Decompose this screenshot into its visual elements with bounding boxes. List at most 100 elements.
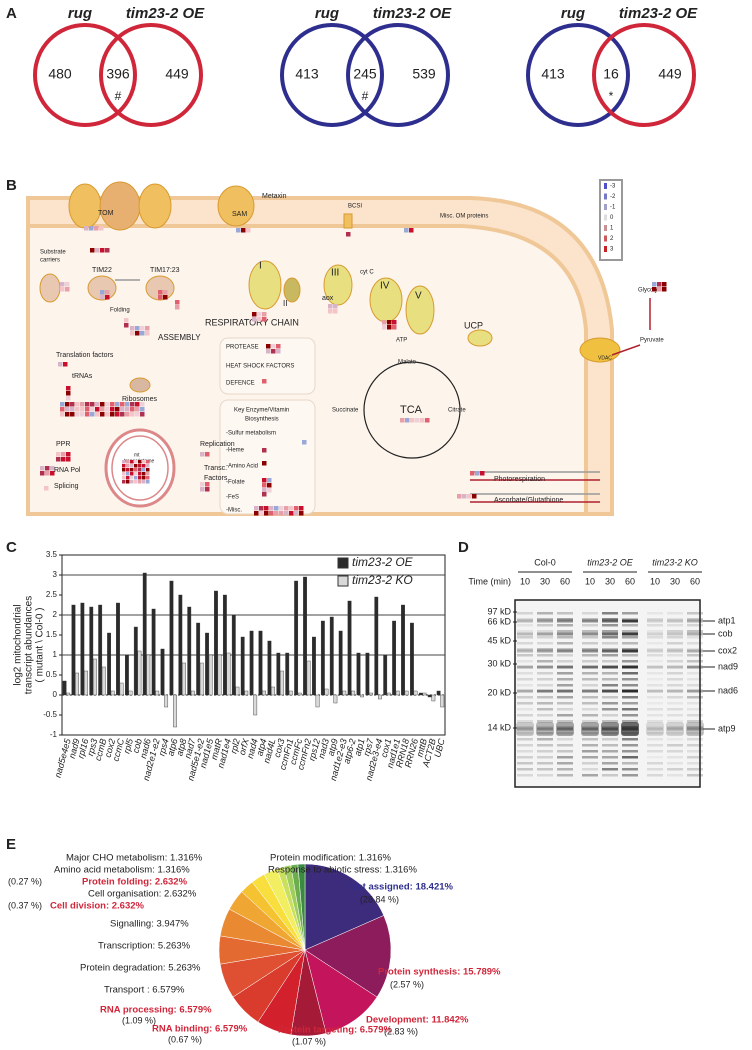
pie-slice: [304, 863, 385, 951]
significance-mark: #: [115, 89, 122, 103]
gel-band: [647, 684, 663, 687]
heat-tile: [254, 506, 259, 511]
set-label: tim23-2 OE: [373, 5, 452, 22]
heat-tile: [50, 471, 55, 476]
heat-tile: [100, 248, 105, 253]
gel-band: [517, 714, 533, 717]
pathway-label: HEAT SHOCK FACTORS: [226, 364, 294, 370]
pathway-label: BCSI: [348, 204, 362, 210]
gel-band: [622, 756, 638, 759]
heat-tile: [163, 295, 168, 300]
gel-band: [647, 632, 663, 636]
y-tick-label: -1: [50, 730, 58, 739]
time-label: 60: [690, 576, 700, 586]
gel-band: [537, 744, 553, 747]
pathway-label: carriers: [40, 258, 60, 264]
gel-band: [517, 756, 533, 759]
gel-band: [557, 618, 573, 621]
gel-band: [582, 630, 598, 633]
gel-band: [602, 649, 618, 653]
gel-band: [582, 696, 598, 699]
bar: [288, 690, 293, 696]
gel-band: [517, 744, 533, 747]
heat-tile: [126, 464, 130, 468]
gel-band: [582, 672, 598, 675]
legend-label: tim23-2 KO: [352, 573, 413, 587]
venn-circle: [526, 23, 630, 127]
gel-band: [647, 672, 663, 675]
bar: [178, 594, 183, 696]
gel-band: [602, 708, 618, 711]
pathway-label: -FeS: [226, 495, 239, 501]
set-label: rug: [315, 5, 339, 22]
gel-band: [647, 714, 663, 717]
gel-band: [687, 684, 703, 687]
bar: [427, 694, 432, 698]
gel-band: [687, 726, 703, 729]
heat-tile: [130, 326, 135, 331]
heat-tile: [472, 494, 477, 499]
gel-band: [622, 774, 638, 777]
gel-band: [582, 744, 598, 747]
pathway-label: ATP: [396, 338, 407, 344]
heat-tile: [85, 412, 90, 417]
gel-band: [557, 684, 573, 687]
heat-tile: [66, 457, 71, 462]
gel-band: [537, 738, 553, 741]
time-label: 30: [670, 576, 680, 586]
bar: [235, 686, 240, 696]
heat-tile: [125, 407, 130, 412]
scale-swatch: [604, 214, 607, 221]
gel-band: [582, 678, 598, 681]
gel-band: [517, 666, 533, 669]
heat-tile: [279, 506, 284, 511]
count: 413: [541, 66, 565, 82]
slice-label: Transcription: 5.263%: [98, 941, 191, 952]
gel-band: [557, 665, 573, 669]
pathway-label: II: [283, 299, 287, 308]
gel-band: [582, 726, 598, 729]
gel-band: [667, 696, 683, 699]
x-tick-label: atp4: [254, 738, 268, 758]
gel-band: [687, 632, 703, 636]
scale-swatch: [604, 204, 607, 210]
gel-band: [537, 690, 553, 693]
heat-tile: [662, 287, 667, 292]
tca-cycle: [363, 361, 461, 459]
bar: [347, 600, 352, 696]
panel-label: D: [458, 539, 469, 556]
gel-band: [517, 727, 533, 731]
gel-band: [622, 750, 638, 753]
gel-band: [601, 722, 619, 736]
gel-band: [667, 665, 683, 669]
slice-sublabel: (28.84 %): [360, 894, 399, 904]
scale-label: 2: [610, 236, 614, 242]
mt-dna: [111, 435, 169, 501]
heat-tile: [294, 506, 299, 511]
gel-band: [687, 750, 703, 753]
heat-tile: [289, 506, 294, 511]
heat-tile: [100, 295, 105, 300]
marker-label: 30 kD: [487, 658, 511, 668]
heat-tile: [140, 331, 145, 336]
gel-band: [687, 648, 703, 651]
heat-tile: [333, 309, 338, 314]
bar: [253, 694, 258, 716]
gel-band: [517, 619, 533, 623]
gel-band: [517, 618, 533, 621]
bar: [369, 692, 373, 696]
gel-band: [537, 649, 553, 653]
bar: [297, 692, 302, 696]
heat-tile: [115, 407, 120, 412]
band-label: atp1: [718, 615, 736, 625]
heat-tile: [75, 407, 80, 412]
gel-band: [537, 720, 553, 723]
heat-tile: [134, 460, 138, 464]
heat-tile: [85, 407, 90, 412]
gel-band: [622, 702, 638, 705]
bar: [137, 650, 142, 696]
gel-band: [647, 726, 663, 729]
plot-frame: [61, 554, 446, 736]
x-tick-label: atp6: [165, 738, 179, 758]
gel-band: [537, 619, 553, 623]
